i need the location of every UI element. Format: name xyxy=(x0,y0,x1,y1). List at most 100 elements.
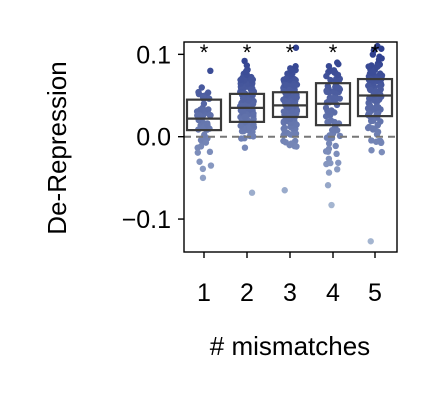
significance-marker-4: * xyxy=(329,40,338,65)
data-point-1-16 xyxy=(196,158,203,165)
data-point-5-102 xyxy=(378,148,386,156)
x-tick-label-1: 1 xyxy=(197,279,211,307)
data-point-3-144 xyxy=(282,75,290,82)
y-tick-label-1: 0.0 xyxy=(136,124,171,152)
data-point-1-47 xyxy=(202,139,210,146)
data-point-5-96 xyxy=(366,95,373,102)
data-point-3-135 xyxy=(293,121,300,128)
y-tick-label-2: −0.1 xyxy=(122,206,171,234)
data-point-2-0 xyxy=(248,189,256,196)
data-point-1-21 xyxy=(206,148,214,156)
data-point-4-17 xyxy=(325,169,333,176)
data-point-1-0 xyxy=(199,174,207,182)
data-point-5-106 xyxy=(372,87,380,95)
data-point-5-92 xyxy=(378,55,385,62)
data-point-1-41 xyxy=(207,162,215,169)
data-point-2-119 xyxy=(249,100,257,108)
points-layer xyxy=(193,42,386,245)
data-point-3-141 xyxy=(291,93,299,101)
data-point-5-108 xyxy=(368,147,375,154)
data-point-4-65 xyxy=(333,150,340,158)
data-point-1-31 xyxy=(205,106,212,113)
data-point-2-101 xyxy=(250,111,257,119)
data-point-4-6 xyxy=(324,182,332,189)
data-point-3-130 xyxy=(292,130,300,137)
data-point-4-42 xyxy=(325,62,333,70)
data-point-3-106 xyxy=(292,63,299,70)
data-point-3-122 xyxy=(281,128,289,135)
data-point-4-73 xyxy=(323,72,330,80)
boxes-layer: * * * * * xyxy=(185,40,394,132)
x-tick-label-3: 3 xyxy=(283,279,297,307)
y-tick-label-0: 0.1 xyxy=(136,41,171,69)
data-point-4-66 xyxy=(323,160,330,168)
data-point-2-128 xyxy=(241,144,249,151)
data-point-1-43 xyxy=(195,88,202,96)
data-point-1-46 xyxy=(204,89,212,96)
data-point-2-133 xyxy=(248,77,255,84)
data-point-5-95 xyxy=(367,104,374,111)
data-point-2-137 xyxy=(250,121,257,128)
y-axis-label: De-Repression xyxy=(42,61,72,234)
data-point-3-148 xyxy=(291,82,298,90)
data-point-2-139 xyxy=(240,95,247,103)
data-point-1-1 xyxy=(207,67,214,75)
data-point-4-44 xyxy=(328,126,336,134)
data-point-4-69 xyxy=(323,88,331,96)
data-point-5-100 xyxy=(377,86,384,93)
data-point-4-60 xyxy=(336,95,343,102)
data-point-1-38 xyxy=(197,106,204,113)
data-point-3-154 xyxy=(280,108,288,115)
data-point-1-48 xyxy=(204,121,211,129)
data-point-3-1 xyxy=(292,44,300,51)
data-point-5-0 xyxy=(367,238,374,245)
data-point-5-101 xyxy=(378,45,385,52)
data-point-3-137 xyxy=(293,143,300,150)
data-point-1-53 xyxy=(200,100,208,107)
labels-layer: # mismatches De-Repression xyxy=(42,61,370,361)
data-point-5-82 xyxy=(367,86,374,94)
data-point-4-0 xyxy=(328,201,335,209)
data-point-5-94 xyxy=(372,104,379,111)
data-point-5-85 xyxy=(371,46,378,53)
data-point-2-61 xyxy=(250,133,257,140)
data-point-2-135 xyxy=(237,76,244,84)
data-point-5-89 xyxy=(373,63,381,71)
data-point-1-42 xyxy=(206,111,214,119)
data-point-4-63 xyxy=(333,101,341,109)
data-point-4-72 xyxy=(334,71,342,79)
data-point-1-18 xyxy=(199,165,207,173)
data-point-1-51 xyxy=(196,112,203,119)
data-point-2-125 xyxy=(243,62,251,69)
data-point-1-45 xyxy=(194,149,202,156)
data-point-3-0 xyxy=(281,187,288,194)
data-point-3-81 xyxy=(282,139,289,146)
data-point-5-104 xyxy=(369,125,376,132)
box-5 xyxy=(356,77,394,118)
data-point-5-43 xyxy=(369,51,377,58)
data-point-4-43 xyxy=(334,127,341,134)
data-point-4-41 xyxy=(335,159,342,166)
data-point-5-99 xyxy=(365,63,372,70)
data-point-4-51 xyxy=(334,166,341,173)
x-tick-label-5: 5 xyxy=(368,279,382,307)
data-point-2-114 xyxy=(239,108,247,115)
box-1 xyxy=(185,98,223,132)
axes-layer: 0.1 0.0 −0.1 1 2 3 4 5 xyxy=(122,41,398,307)
data-point-2-138 xyxy=(242,68,250,75)
data-point-4-59 xyxy=(327,117,335,124)
data-point-3-153 xyxy=(293,109,300,116)
data-point-4-53 xyxy=(325,108,332,116)
data-point-1-34 xyxy=(198,84,205,91)
data-point-5-47 xyxy=(376,70,384,77)
x-tick-label-2: 2 xyxy=(240,279,254,307)
data-point-4-54 xyxy=(332,142,339,150)
data-point-4-10 xyxy=(335,60,342,68)
data-point-3-143 xyxy=(288,140,295,147)
data-point-4-56 xyxy=(324,148,332,155)
data-point-5-7 xyxy=(368,137,375,144)
data-point-5-76 xyxy=(372,138,380,145)
x-tick-label-4: 4 xyxy=(326,279,340,307)
